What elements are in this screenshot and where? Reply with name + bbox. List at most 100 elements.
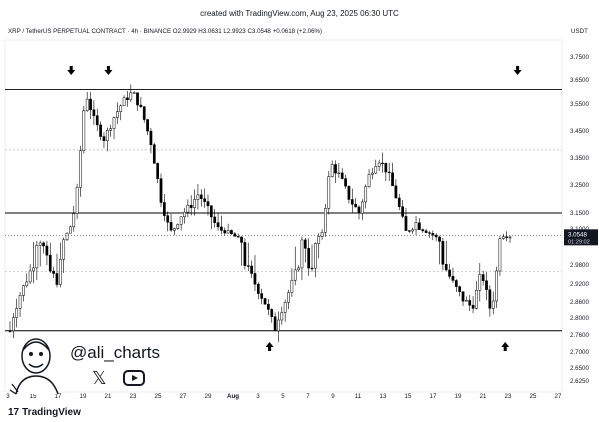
candle-body — [159, 178, 163, 203]
candle-body — [391, 172, 394, 187]
y-tick-label: 2.9200 — [570, 281, 589, 288]
tradingview-logo-text: TradingView — [22, 407, 81, 418]
candle-body — [468, 300, 472, 306]
candle-body — [350, 199, 354, 205]
candle-body — [156, 163, 160, 179]
candle-body — [505, 236, 508, 238]
candle-countdown: 01:29:02 — [568, 239, 590, 245]
candle-body — [186, 204, 190, 213]
x-tick-label: 21 — [105, 393, 112, 400]
candle-body — [404, 216, 408, 231]
candle-body — [303, 239, 307, 249]
candle-body — [377, 162, 381, 167]
candle-body — [8, 330, 12, 332]
candle-body — [374, 166, 378, 174]
candle-body — [263, 298, 267, 305]
x-logo-icon: 𝕏 — [92, 368, 107, 388]
candle-body — [508, 236, 512, 239]
candle-body — [337, 172, 341, 174]
x-tick-label: 3 — [6, 393, 10, 400]
y-tick-label: 2.7600 — [570, 332, 589, 339]
candle-body — [176, 224, 180, 229]
x-tick-label: 11 — [355, 393, 362, 400]
candle-body — [132, 92, 136, 94]
candle-body — [448, 269, 451, 277]
candle-body — [465, 300, 468, 302]
candle-body — [18, 295, 22, 309]
candle-body — [344, 178, 347, 187]
y-tick-label: 2.6500 — [570, 365, 589, 372]
candle-body — [327, 176, 331, 209]
y-tick-label: 3.4500 — [570, 128, 589, 135]
candle-body — [146, 119, 149, 132]
candle-body — [112, 117, 116, 129]
candle-body — [246, 265, 250, 267]
candle-body — [72, 213, 76, 228]
candle-body — [310, 267, 314, 270]
candle-body — [495, 270, 498, 302]
candle-body — [102, 136, 106, 142]
candle-body — [471, 304, 475, 309]
currency-label: USDT — [571, 28, 588, 35]
candle-body — [454, 280, 458, 287]
candle-body — [364, 186, 368, 203]
x-tick-label: 17 — [430, 393, 437, 400]
candle-body — [256, 283, 260, 294]
candle-body — [317, 236, 321, 244]
candle-body — [243, 242, 247, 266]
candle-body — [12, 317, 15, 332]
avatar-caricature-icon — [9, 338, 59, 395]
x-tick-label: 9 — [331, 393, 335, 400]
candle-body — [334, 164, 337, 174]
y-tick-label: 3.6500 — [570, 77, 589, 84]
candle-body — [367, 174, 371, 188]
candle-body — [273, 316, 277, 332]
y-tick-label: 2.7000 — [570, 349, 589, 356]
x-tick-label: 25 — [530, 393, 537, 400]
candle-body — [58, 259, 62, 285]
candle-body — [421, 229, 425, 232]
candle-body — [62, 239, 66, 260]
candle-body — [324, 208, 327, 233]
candle-body — [240, 236, 243, 243]
candle-body — [109, 128, 113, 131]
candle-body — [85, 98, 89, 111]
candle-body — [116, 111, 119, 118]
candle-body — [441, 241, 445, 265]
candle-body — [179, 216, 183, 225]
candle-body — [340, 172, 344, 179]
candle-body — [330, 164, 334, 177]
up-arrow-icon — [265, 342, 274, 351]
candle-body — [163, 202, 166, 216]
candle-body — [119, 105, 123, 112]
candle-body — [300, 239, 304, 269]
candle-body — [223, 230, 227, 234]
candle-body — [270, 309, 274, 317]
candle-body — [280, 312, 284, 321]
candle-body — [82, 110, 86, 151]
candle-body — [498, 238, 502, 272]
created-with-caption: created with TradingView.com, Aug 23, 20… — [200, 9, 399, 18]
candle-body — [267, 303, 270, 310]
candle-body — [52, 270, 55, 274]
plot-border — [4, 39, 563, 393]
candle-body — [293, 269, 297, 281]
candle-body — [488, 289, 492, 309]
candle-body — [152, 144, 156, 164]
candle-body — [149, 130, 153, 145]
current-price-tag — [564, 229, 598, 246]
candle-body — [206, 201, 210, 207]
x-tick-label: 27 — [180, 393, 187, 400]
candle-body — [79, 150, 82, 188]
current-price-value: 3.0548 — [568, 231, 587, 238]
y-tick-label: 2.9800 — [570, 262, 589, 269]
candle-body — [307, 248, 311, 269]
candle-body — [166, 215, 170, 223]
candle-body — [407, 230, 411, 232]
up-arrow-icon — [501, 342, 510, 351]
candle-body — [45, 245, 49, 256]
x-tick-label: 15 — [405, 393, 412, 400]
candle-body — [92, 109, 96, 116]
candle-body — [189, 204, 193, 208]
candle-body — [230, 230, 233, 234]
